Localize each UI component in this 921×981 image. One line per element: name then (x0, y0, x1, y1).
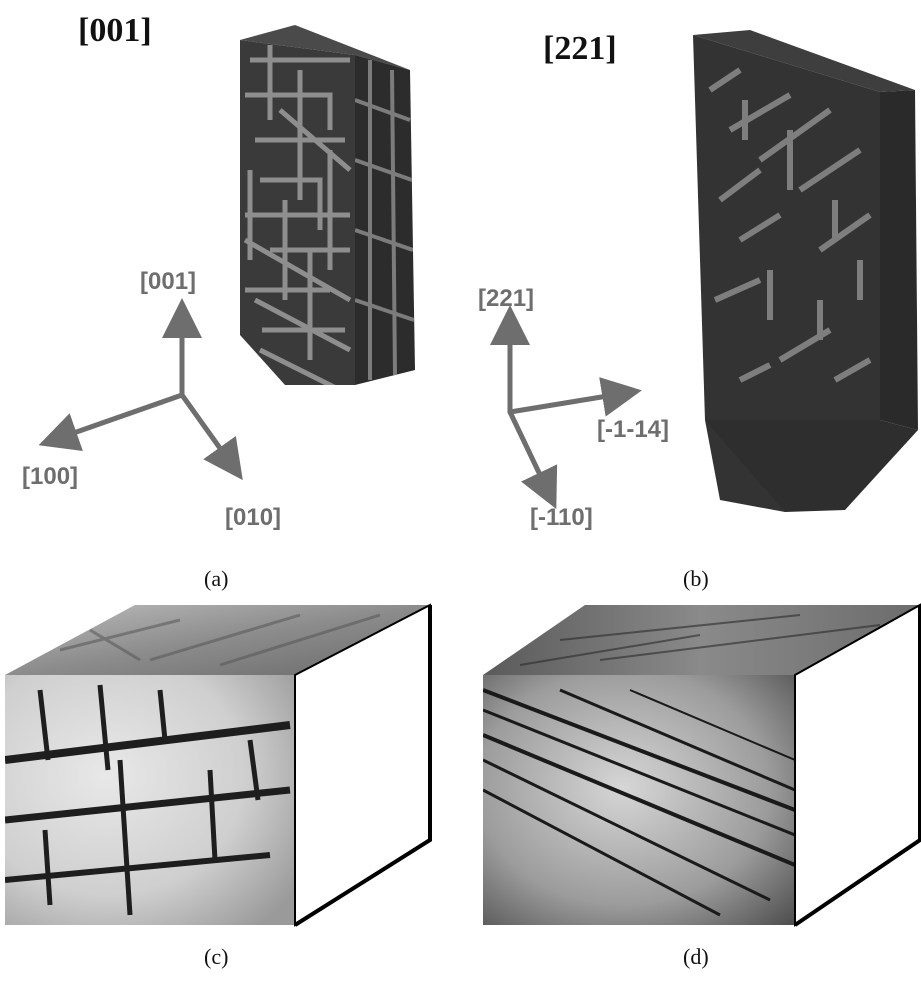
axis-label-b-up: [221] (478, 285, 535, 312)
sample-block-a (240, 25, 415, 385)
tem-pattern-c (5, 684, 291, 916)
axis-label-a-left: [100] (22, 463, 79, 490)
caption-a: (a) (204, 566, 229, 591)
tem-pattern-d (483, 688, 795, 917)
lath-pattern-b (708, 67, 872, 383)
axis-label-a-up: [001] (140, 268, 197, 295)
orientation-label-a: [001] (78, 12, 152, 49)
caption-d: (d) (683, 944, 709, 969)
axis-arrow-b-right (507, 377, 642, 417)
caption-b: (b) (683, 566, 709, 591)
axis-arrow-b-down (507, 409, 558, 510)
axis-arrow-a-left (38, 392, 185, 451)
caption-c: (c) (204, 944, 229, 969)
axes-triad-a (38, 298, 243, 481)
axis-label-b-right: [-1-14] (597, 416, 670, 443)
orientation-label-b: [221] (543, 30, 617, 67)
sample-block-b (693, 30, 918, 512)
axis-label-b-down: [-110] (530, 504, 593, 531)
axis-label-a-down: [010] (225, 504, 282, 531)
tem-block-d (483, 603, 921, 927)
lath-pattern-a (243, 45, 352, 385)
axes-triad-b (490, 305, 642, 510)
axis-arrow-a-down (179, 392, 243, 481)
tem-block-c (5, 603, 432, 927)
